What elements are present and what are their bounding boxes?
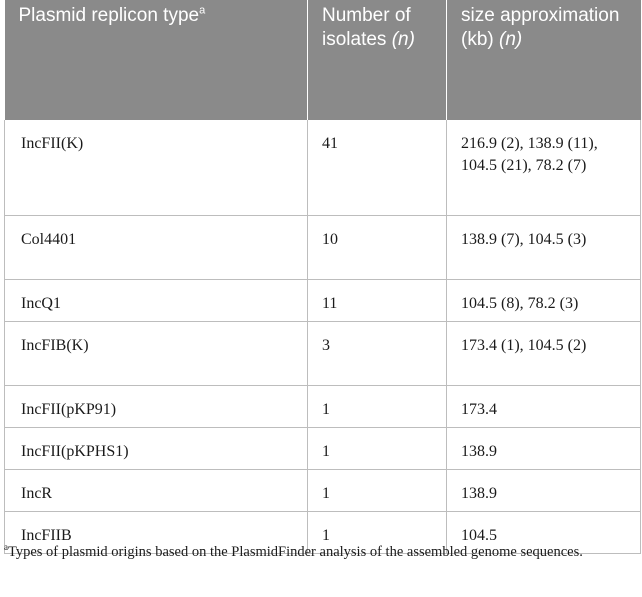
cell-size: 104.5 (8), 78.2 (3) bbox=[446, 279, 641, 322]
footnote-text: Types of plasmid origins based on the Pl… bbox=[8, 544, 583, 560]
table-header: Plasmid replicon typea Number of isolate… bbox=[4, 0, 641, 120]
cell-isolates: 41 bbox=[307, 120, 447, 216]
table-body: IncFII(K) 41 216.9 (2), 138.9 (11), 104.… bbox=[4, 120, 641, 554]
header-size-approximation-text: size approximation (kb) bbox=[461, 5, 620, 50]
cell-replicon: Col4401 bbox=[4, 215, 308, 280]
header-size-approximation-n: (n) bbox=[499, 29, 523, 50]
cell-isolates: 1 bbox=[307, 427, 447, 470]
cell-isolates: 1 bbox=[307, 511, 447, 554]
cell-replicon: IncQ1 bbox=[4, 279, 308, 322]
table-row: IncQ1 11 104.5 (8), 78.2 (3) bbox=[4, 279, 641, 322]
table-footnote: aTypes of plasmid origins based on the P… bbox=[4, 540, 634, 564]
header-number-of-isolates: Number of isolates (n) bbox=[307, 0, 447, 120]
cell-replicon: IncFIIB bbox=[4, 511, 308, 554]
header-replicon-type-text: Plasmid replicon type bbox=[18, 5, 200, 26]
cell-isolates: 10 bbox=[307, 215, 447, 280]
cell-size: 104.5 bbox=[446, 511, 641, 554]
table-row: Col4401 10 138.9 (7), 104.5 (3) bbox=[4, 215, 641, 280]
table-row: IncFII(pKPHS1) 1 138.9 bbox=[4, 427, 641, 470]
cell-replicon: IncFII(pKP91) bbox=[4, 385, 308, 428]
cell-size: 138.9 bbox=[446, 427, 641, 470]
cell-size: 138.9 bbox=[446, 469, 641, 512]
cell-size: 138.9 (7), 104.5 (3) bbox=[446, 215, 641, 280]
table-row: IncFIIB 1 104.5 bbox=[4, 511, 641, 554]
table-row: IncFII(K) 41 216.9 (2), 138.9 (11), 104.… bbox=[4, 120, 641, 216]
header-row: Plasmid replicon typea Number of isolate… bbox=[4, 0, 641, 120]
header-replicon-type: Plasmid replicon typea bbox=[4, 0, 308, 120]
cell-isolates: 11 bbox=[307, 279, 447, 322]
header-footnote-marker: a bbox=[199, 4, 206, 17]
cell-replicon: IncFII(pKPHS1) bbox=[4, 427, 308, 470]
cell-replicon: IncR bbox=[4, 469, 308, 512]
plasmid-table-container: Plasmid replicon typea Number of isolate… bbox=[4, 0, 641, 554]
plasmid-replicon-table: Plasmid replicon typea Number of isolate… bbox=[4, 0, 641, 554]
cell-isolates: 3 bbox=[307, 321, 447, 386]
table-row: IncFIB(K) 3 173.4 (1), 104.5 (2) bbox=[4, 321, 641, 386]
cell-size: 173.4 bbox=[446, 385, 641, 428]
cell-replicon: IncFIB(K) bbox=[4, 321, 308, 386]
cell-isolates: 1 bbox=[307, 385, 447, 428]
table-row: IncFII(pKP91) 1 173.4 bbox=[4, 385, 641, 428]
footnote-marker: a bbox=[4, 542, 8, 553]
cell-size: 216.9 (2), 138.9 (11), 104.5 (21), 78.2 … bbox=[446, 120, 641, 216]
cell-replicon: IncFII(K) bbox=[4, 120, 308, 216]
table-row: IncR 1 138.9 bbox=[4, 469, 641, 512]
header-number-of-isolates-n: (n) bbox=[391, 29, 415, 50]
header-size-approximation: size approximation (kb) (n) bbox=[446, 0, 641, 120]
header-number-of-isolates-text: Number of isolates bbox=[322, 5, 411, 50]
cell-isolates: 1 bbox=[307, 469, 447, 512]
cell-size: 173.4 (1), 104.5 (2) bbox=[446, 321, 641, 386]
